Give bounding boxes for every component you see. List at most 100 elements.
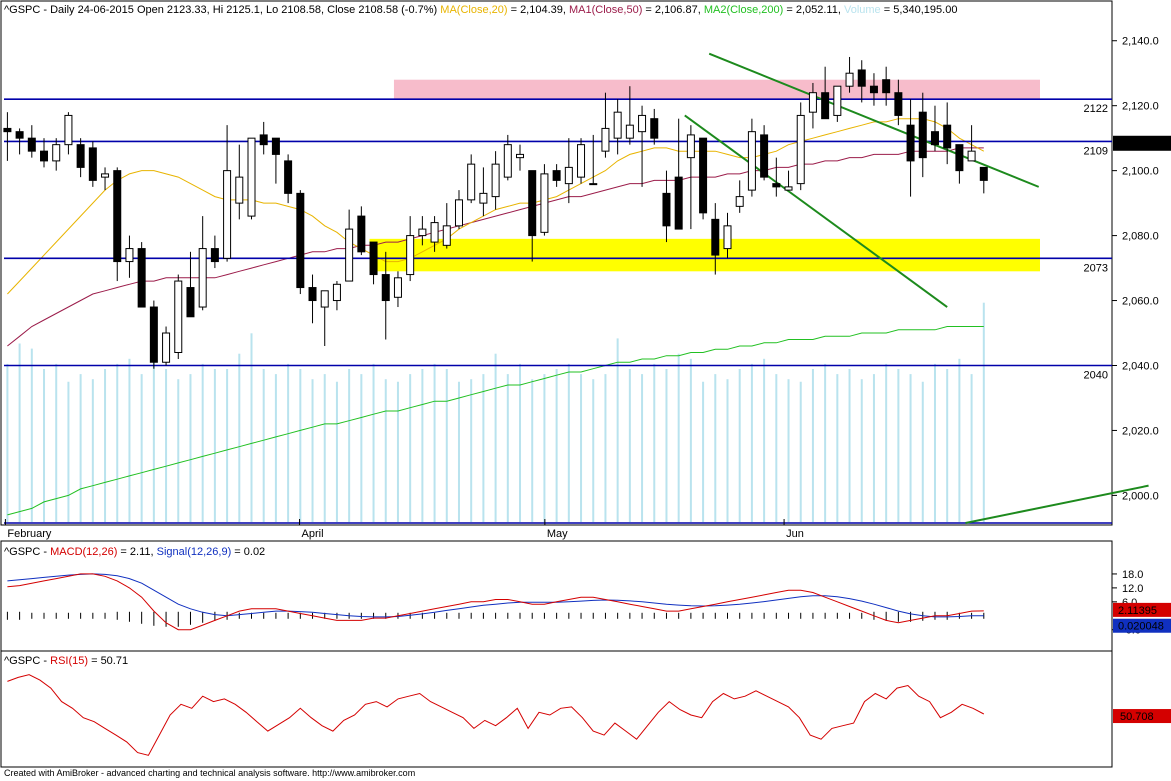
level-label: 2109 <box>1084 145 1108 157</box>
candle-down <box>906 124 915 162</box>
volume-bar <box>116 363 119 522</box>
volume-bar <box>604 374 607 522</box>
candle-up <box>174 280 183 354</box>
signal-value: = 0.02 <box>231 546 265 558</box>
ma20-value: = 2,104.39, <box>508 4 569 16</box>
volume-bar <box>6 363 9 522</box>
volume-bar <box>128 358 131 522</box>
volume-bar <box>79 374 82 522</box>
volume-bar <box>824 363 827 522</box>
volume-bar <box>946 369 949 522</box>
date-label: April <box>302 528 324 540</box>
candle-up <box>235 176 244 204</box>
volume-bar <box>433 363 436 522</box>
candle-up <box>162 332 171 363</box>
candle-down <box>76 144 85 168</box>
candle-up <box>833 85 842 116</box>
level-label: 2073 <box>1084 262 1108 274</box>
volume-bar <box>55 363 58 522</box>
volume-bar <box>140 374 143 522</box>
candle-up <box>516 153 525 159</box>
volume-bar <box>494 353 497 522</box>
candle-up <box>686 134 695 159</box>
volume-bar <box>421 369 424 522</box>
volume-value: = 5,340,195.00 <box>881 4 958 16</box>
volume-bar <box>860 379 863 522</box>
candle-down <box>650 118 659 139</box>
volume-bar <box>445 369 448 522</box>
price-tick-label: 2,040.0 <box>1122 360 1159 372</box>
ma200-value: = 2,052.11, <box>783 4 844 16</box>
volume-bar <box>921 381 924 522</box>
volume-bar <box>250 333 253 522</box>
signal-legend: Signal(12,26,9) <box>157 546 232 558</box>
candle-down <box>552 170 561 181</box>
candle-up <box>430 222 439 243</box>
volume-legend: Volume <box>844 4 881 16</box>
candle-up <box>638 114 647 133</box>
candle-down <box>88 147 97 181</box>
volume-bar <box>689 358 692 522</box>
macd-value-tag-label: 2.11395 <box>1118 605 1157 617</box>
price-pane-frame <box>0 0 1113 526</box>
volume-bar <box>335 381 338 522</box>
volume-bar <box>702 381 705 522</box>
macd-tick-label: 18.0 <box>1122 569 1143 581</box>
close-price-tag <box>1113 135 1171 151</box>
volume-bar <box>836 374 839 522</box>
candle-up <box>442 225 451 246</box>
candle-down <box>40 150 49 162</box>
zone-support <box>369 238 1040 272</box>
candle-up <box>125 248 134 263</box>
volume-bar <box>409 374 412 522</box>
candle-up <box>735 196 744 207</box>
rsi-header: ^GSPC - RSI(15) = 50.71 <box>4 655 128 667</box>
candle-up <box>601 127 610 152</box>
trend-line <box>965 484 1149 524</box>
volume-bar <box>238 353 241 522</box>
volume-bar <box>18 343 21 522</box>
level-label: 2122 <box>1084 103 1108 115</box>
ma200-line <box>7 326 984 516</box>
volume-bar <box>189 374 192 522</box>
candle-up <box>723 225 732 250</box>
candle-down <box>308 287 317 302</box>
rsi-prefix: ^GSPC - <box>4 655 50 667</box>
candle-down <box>528 170 537 237</box>
volume-bar <box>506 374 509 522</box>
candle-down <box>15 131 24 139</box>
candle-down <box>210 248 219 263</box>
footer-credit: Created with AmiBroker - advanced charti… <box>4 768 416 778</box>
volume-bar <box>555 369 558 522</box>
candle-up <box>589 183 598 186</box>
volume-bar <box>201 363 204 522</box>
candle-up <box>223 170 232 259</box>
volume-bar <box>470 379 473 522</box>
candle-up <box>491 163 500 198</box>
volume-bar <box>531 379 534 522</box>
volume-bar <box>848 369 851 522</box>
volume-bar <box>360 374 363 522</box>
volume-bar <box>714 374 717 522</box>
volume-bar <box>30 348 33 522</box>
candle-up <box>454 199 463 227</box>
volume-bar <box>287 363 290 522</box>
candle-up <box>479 192 488 204</box>
volume-bar <box>323 374 326 522</box>
volume-bar <box>933 363 936 522</box>
macd-prefix: ^GSPC - <box>4 546 50 558</box>
candle-down <box>662 192 671 227</box>
volume-bar <box>726 379 729 522</box>
candle-down <box>711 218 720 256</box>
candle-up <box>320 290 329 308</box>
volume-bar <box>628 369 631 522</box>
price-header: ^GSPC - Daily 24-06-2015 Open 2123.33, H… <box>4 4 957 16</box>
rsi-pane-frame <box>0 650 1113 768</box>
volume-bar <box>775 374 778 522</box>
volume-bar <box>348 369 351 522</box>
date-axis: February April May Jun <box>4 519 804 540</box>
volume-bar <box>482 374 485 522</box>
price-tick-label: 2,000.0 <box>1122 490 1159 502</box>
candle-down <box>357 215 366 253</box>
